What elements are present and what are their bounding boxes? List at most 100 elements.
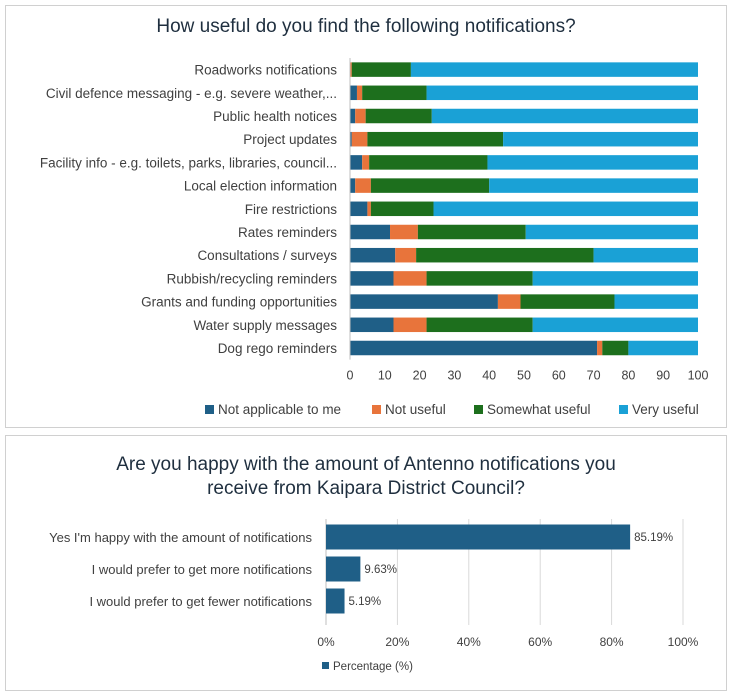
category-label: Rubbish/recycling reminders — [167, 271, 338, 286]
bar-segment — [350, 271, 394, 286]
bar-segment — [503, 131, 698, 147]
category-label: Grants and funding opportunities — [141, 295, 337, 310]
bar-segment — [350, 131, 352, 147]
bar-segment — [597, 340, 603, 356]
category-label: Yes I'm happy with the amount of notific… — [49, 530, 312, 545]
bar-segment — [426, 271, 533, 286]
bar-segment — [390, 224, 418, 240]
legend-swatch — [322, 662, 329, 669]
x-tick-label: 80% — [600, 635, 624, 649]
bar — [326, 588, 345, 614]
category-label: Dog rego reminders — [218, 341, 338, 356]
chart-title: How useful do you find the following not… — [156, 16, 576, 37]
category-label: Fire restrictions — [245, 202, 338, 217]
bar-segment — [426, 85, 698, 101]
category-label: I would prefer to get more notifications — [92, 562, 313, 577]
bar-segment — [602, 340, 629, 356]
x-tick-label: 100 — [688, 369, 709, 383]
x-tick-label: 90 — [656, 369, 670, 383]
bar-segment — [350, 224, 391, 240]
bar-segment — [367, 131, 504, 147]
bar-segment — [350, 108, 356, 124]
legend-label: Very useful — [632, 402, 699, 417]
legend-swatch — [474, 405, 483, 414]
x-tick-label: 10 — [378, 369, 392, 383]
chart-title: Are you happy with the amount of Antenno… — [6, 453, 726, 501]
bar-segment — [355, 108, 366, 124]
bar-segment — [426, 317, 533, 333]
x-tick-label: 60 — [552, 369, 566, 383]
bar-segment — [356, 85, 363, 101]
bar-segment — [350, 317, 394, 333]
bar-segment — [367, 201, 371, 217]
bar-segment — [350, 62, 352, 77]
bar-segment — [520, 294, 615, 309]
x-tick-label: 0% — [317, 635, 335, 649]
category-label: I would prefer to get fewer notification… — [89, 594, 312, 609]
bar-segment — [370, 178, 490, 193]
category-label: Consultations / surveys — [197, 248, 337, 263]
bar-segment — [351, 131, 368, 147]
chart-panel-notification-usefulness: How useful do you find the following not… — [5, 5, 727, 428]
bar-segment — [532, 271, 698, 286]
category-label: Roadworks notifications — [194, 63, 337, 78]
x-tick-label: 40 — [482, 369, 496, 383]
bar-segment — [487, 155, 698, 170]
bar-segment — [350, 340, 598, 356]
x-tick-label: 20 — [413, 369, 427, 383]
category-label: Public health notices — [213, 109, 337, 124]
bar-segment — [393, 317, 427, 333]
chart-panel-notification-amount: Are you happy with the amount of Antenno… — [5, 435, 727, 691]
bar-segment — [431, 108, 698, 124]
x-tick-label: 0 — [347, 369, 354, 383]
bar-chart: 0% 20% 40% 60% 80% 100% Yes I'm happy with the… — [49, 519, 699, 673]
bar-segment — [497, 294, 521, 309]
x-tick-label: 50 — [517, 369, 531, 383]
chart-title-line: Are you happy with the amount of Antenno… — [116, 454, 616, 475]
x-tick-label: 30 — [447, 369, 461, 383]
bar-segment — [365, 108, 432, 124]
x-tick-label: 40% — [457, 635, 481, 649]
legend-swatch — [619, 405, 628, 414]
bar-segment — [395, 247, 417, 263]
bar-segment — [351, 62, 411, 77]
bar — [326, 524, 631, 550]
bar-segment — [525, 224, 698, 240]
bar-segment — [532, 317, 698, 333]
stacked-bar-chart: Roadworks notifications Civil defence mes… — [40, 58, 709, 417]
legend-swatch — [372, 405, 381, 414]
x-tick-label: 80 — [621, 369, 635, 383]
bar-segment — [416, 247, 594, 263]
x-tick-label: 100% — [668, 635, 699, 649]
bar-segment — [410, 62, 698, 77]
category-label: Local election information — [184, 179, 337, 194]
bar-segment — [350, 201, 368, 217]
chart-title-line: receive from Kaipara District Council? — [207, 478, 525, 499]
bar-segment — [417, 224, 526, 240]
bar-segment — [489, 178, 698, 193]
category-label: Rates reminders — [238, 225, 337, 240]
category-label: Water supply messages — [193, 318, 337, 333]
x-tick-label: 20% — [385, 635, 409, 649]
bar-segment — [370, 201, 434, 217]
bar-segment — [362, 85, 427, 101]
x-tick-label: 60% — [528, 635, 552, 649]
bar-segment — [362, 155, 370, 170]
bar-segment — [369, 155, 488, 170]
bar — [326, 556, 361, 582]
bar-segment — [355, 178, 371, 193]
legend-label: Somewhat useful — [487, 402, 591, 417]
bar-segment — [628, 340, 698, 356]
bar-segment — [350, 155, 363, 170]
legend-label: Not applicable to me — [218, 402, 341, 417]
legend-label: Not useful — [385, 402, 446, 417]
bar-segment — [433, 201, 698, 217]
data-label: 85.19% — [634, 532, 673, 544]
legend-swatch — [205, 405, 214, 414]
bar-segment — [350, 247, 396, 263]
legend-label: Percentage (%) — [333, 661, 413, 673]
bar-segment — [593, 247, 698, 263]
category-label: Project updates — [243, 132, 337, 147]
data-label: 9.63% — [364, 564, 397, 576]
bar-segment — [350, 178, 356, 193]
